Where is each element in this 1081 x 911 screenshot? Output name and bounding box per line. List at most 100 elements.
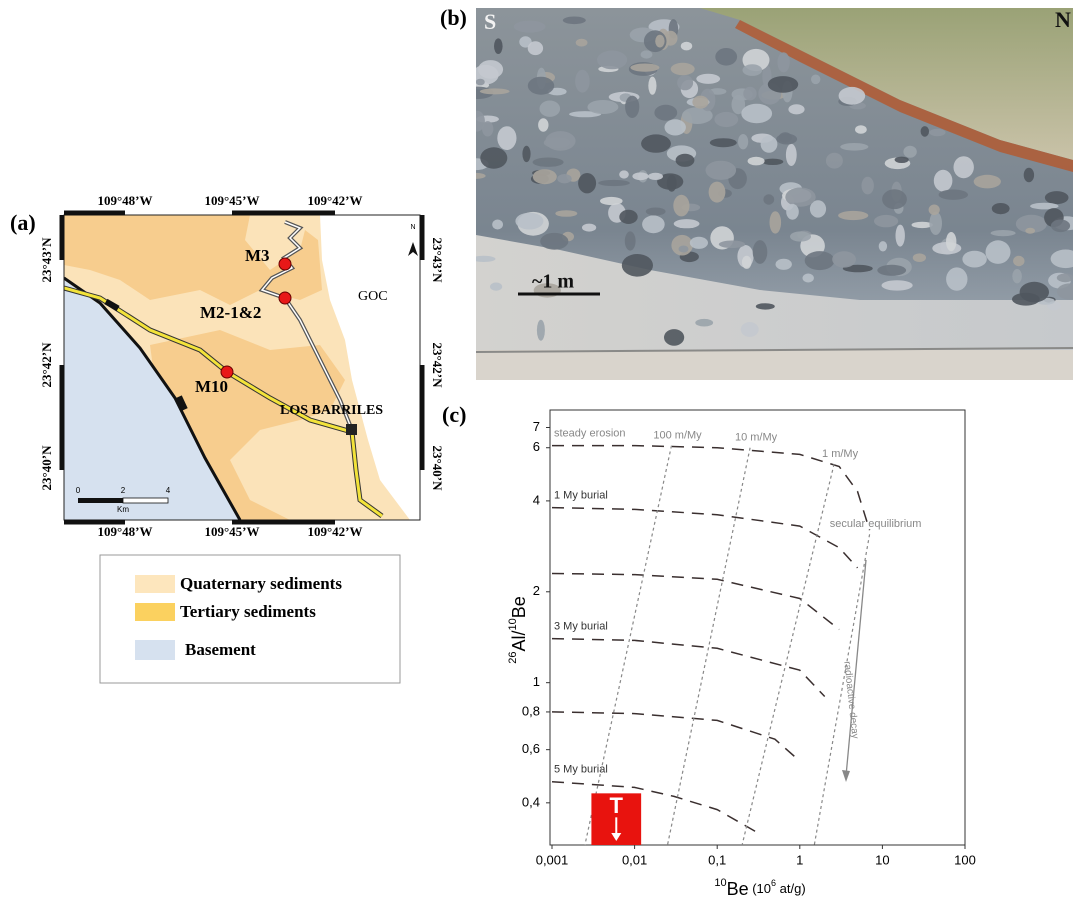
cobble bbox=[569, 111, 602, 118]
cobble bbox=[881, 280, 913, 291]
cobble bbox=[895, 224, 905, 247]
series-label: 3 My burial bbox=[554, 620, 608, 632]
cobble bbox=[543, 137, 571, 149]
cobble bbox=[519, 36, 532, 48]
plot-frame bbox=[549, 409, 966, 846]
cobble bbox=[540, 232, 569, 250]
sample-label: T bbox=[610, 793, 624, 818]
cobble bbox=[539, 100, 561, 117]
longitude-label: 109°42’W bbox=[307, 524, 362, 539]
longitude-label: 109°42’W bbox=[307, 193, 362, 208]
cobble bbox=[911, 221, 933, 229]
cobble bbox=[632, 172, 649, 181]
cobble bbox=[1019, 281, 1049, 303]
cobble bbox=[696, 73, 721, 84]
cobble bbox=[811, 74, 821, 85]
series-line bbox=[666, 447, 751, 846]
cobble bbox=[480, 147, 508, 169]
cobble bbox=[562, 16, 586, 25]
cobble bbox=[641, 134, 671, 153]
cobble bbox=[742, 64, 763, 76]
cobble bbox=[786, 203, 799, 220]
cobble bbox=[619, 209, 638, 224]
series-label: 1 m/My bbox=[822, 448, 859, 460]
cobble bbox=[522, 145, 531, 163]
cobble bbox=[598, 179, 630, 187]
cobble bbox=[664, 329, 685, 346]
cobble bbox=[476, 255, 496, 262]
cobble bbox=[990, 230, 1016, 237]
scale-bar bbox=[78, 498, 123, 503]
cobble bbox=[678, 245, 689, 253]
cobble bbox=[630, 63, 660, 72]
series-line bbox=[551, 637, 826, 698]
cobble bbox=[714, 111, 739, 128]
decay-arrow bbox=[845, 559, 867, 777]
latitude-label: 23°43’N bbox=[39, 237, 54, 283]
cobble bbox=[929, 128, 946, 137]
x-label-part: (10 bbox=[749, 881, 771, 896]
site-label: M10 bbox=[195, 377, 228, 396]
cobble bbox=[648, 172, 663, 180]
cobble bbox=[861, 176, 874, 195]
place-label: LOS BARRILES bbox=[280, 403, 383, 418]
cobble bbox=[785, 143, 797, 166]
y-tick-label: 0,8 bbox=[522, 703, 540, 718]
cobble bbox=[929, 211, 942, 235]
y-tick-label: 7 bbox=[533, 419, 540, 434]
y-label-part: 26 bbox=[507, 652, 519, 664]
cobble bbox=[912, 253, 927, 262]
cobble bbox=[648, 76, 657, 95]
x-label-part: 10 bbox=[714, 877, 726, 889]
cobble bbox=[515, 212, 544, 230]
road-surface bbox=[476, 350, 1073, 380]
longitude-label: 109°45’W bbox=[204, 524, 259, 539]
cobble bbox=[991, 203, 1010, 215]
road-edge bbox=[476, 347, 1073, 353]
series-line bbox=[551, 711, 801, 762]
cobble bbox=[670, 62, 695, 76]
cobble bbox=[619, 170, 629, 179]
cobble bbox=[767, 76, 799, 93]
site-marker bbox=[278, 291, 292, 305]
cobble bbox=[479, 88, 510, 95]
cobble bbox=[731, 94, 746, 115]
cobble bbox=[527, 41, 544, 56]
site-label: M3 bbox=[245, 246, 270, 265]
place-label: GOC bbox=[358, 289, 388, 304]
cobble bbox=[490, 282, 503, 291]
cobble bbox=[755, 303, 775, 310]
cobble bbox=[802, 273, 814, 283]
legend-label: Tertiary sediments bbox=[180, 602, 316, 621]
cobble bbox=[962, 250, 987, 268]
cobble bbox=[760, 135, 778, 153]
y-tick-label: 0,4 bbox=[522, 794, 540, 809]
panel-label: (c) bbox=[442, 402, 466, 427]
cobble bbox=[709, 138, 737, 148]
cobble bbox=[492, 219, 503, 230]
cobble bbox=[775, 258, 792, 270]
cobble bbox=[536, 319, 545, 341]
cobble bbox=[763, 194, 775, 205]
cobble bbox=[840, 143, 869, 151]
cobble bbox=[785, 187, 816, 207]
longitude-label: 109°48’W bbox=[97, 193, 152, 208]
cobble bbox=[664, 119, 686, 136]
cobble bbox=[689, 236, 709, 249]
cobble bbox=[953, 156, 974, 179]
cobble bbox=[762, 158, 784, 165]
latitude-label: 23°42’N bbox=[39, 342, 54, 388]
x-label-part: at/g) bbox=[776, 881, 806, 896]
decay-arrowhead bbox=[842, 770, 850, 782]
x-tick-label: 100 bbox=[954, 852, 976, 867]
x-tick-label: 0,001 bbox=[536, 852, 569, 867]
series-line bbox=[552, 444, 871, 531]
series-line bbox=[584, 445, 673, 846]
cobble bbox=[640, 50, 653, 59]
town-marker bbox=[346, 424, 357, 435]
soil-band bbox=[735, 20, 1073, 172]
latitude-label: 23°40’N bbox=[39, 445, 54, 491]
direction-label: S bbox=[484, 9, 496, 34]
cobble bbox=[938, 189, 968, 200]
